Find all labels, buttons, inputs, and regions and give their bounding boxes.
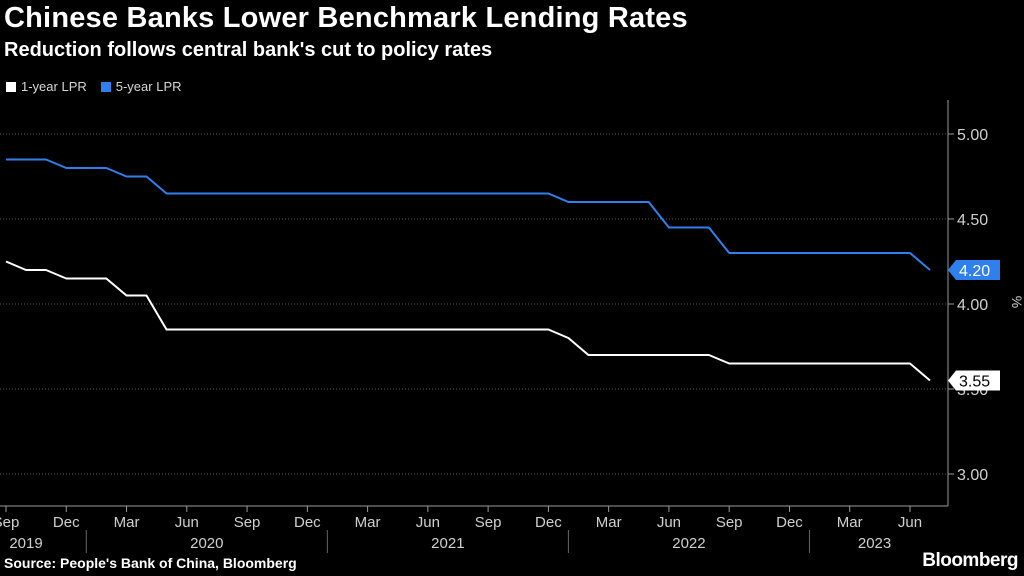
x-tick-label: Sep <box>0 514 19 531</box>
end-label-1-year: 3.55 <box>959 374 990 391</box>
x-tick-label: Sep <box>234 514 261 531</box>
end-label-tag-5-year <box>948 260 1000 280</box>
x-tick-label: Dec <box>53 514 80 531</box>
y-tick-label: 4.50 <box>957 212 988 229</box>
x-tick-label: Mar <box>837 514 863 531</box>
x-year-label: 2020 <box>190 535 223 552</box>
x-tick-label: Mar <box>596 514 622 531</box>
x-year-label: 2021 <box>431 535 464 552</box>
chart-subtitle: Reduction follows central bank's cut to … <box>4 39 493 61</box>
legend-label-1-year: 1-year LPR <box>21 79 87 94</box>
legend-label-5-year: 5-year LPR <box>115 79 182 94</box>
legend-item-5-year: 5-year LPR <box>100 79 182 94</box>
y-tick-label: 5.00 <box>957 127 988 144</box>
end-label-5-year: 4.20 <box>959 263 990 280</box>
x-tick-label: Jun <box>175 514 199 531</box>
source-note: Source: People's Bank of China, Bloomber… <box>4 555 297 571</box>
x-tick-label: Jun <box>657 514 681 531</box>
x-tick-label: Mar <box>114 514 140 531</box>
x-year-label: 2023 <box>858 535 891 552</box>
legend: 1-year LPR 5-year LPR <box>6 79 182 94</box>
y-axis-label: % <box>1009 296 1024 308</box>
x-tick-label: Dec <box>535 514 562 531</box>
x-year-label: 2019 <box>9 535 42 552</box>
x-tick-label: Jun <box>416 514 440 531</box>
y-tick-label: 3.00 <box>957 467 988 484</box>
legend-item-1-year: 1-year LPR <box>6 79 87 94</box>
x-tick-label: Sep <box>475 514 502 531</box>
x-year-label: 2022 <box>672 535 705 552</box>
end-label-tag-1-year <box>948 370 1000 391</box>
series-line-1-year <box>5 260 931 382</box>
y-tick-label: 4.00 <box>957 297 988 314</box>
chart-title: Chinese Banks Lower Benchmark Lending Ra… <box>4 2 688 34</box>
x-tick-label: Dec <box>294 514 321 531</box>
series-line-5-year <box>6 158 931 271</box>
x-tick-label: Mar <box>355 514 381 531</box>
legend-swatch-1-year <box>6 81 16 92</box>
legend-swatch-5-year <box>100 81 111 92</box>
x-tick-label: Dec <box>776 514 803 531</box>
x-tick-label: Sep <box>716 514 743 531</box>
x-tick-label: Jun <box>898 514 922 531</box>
bloomberg-logo: Bloomberg <box>922 550 1018 571</box>
